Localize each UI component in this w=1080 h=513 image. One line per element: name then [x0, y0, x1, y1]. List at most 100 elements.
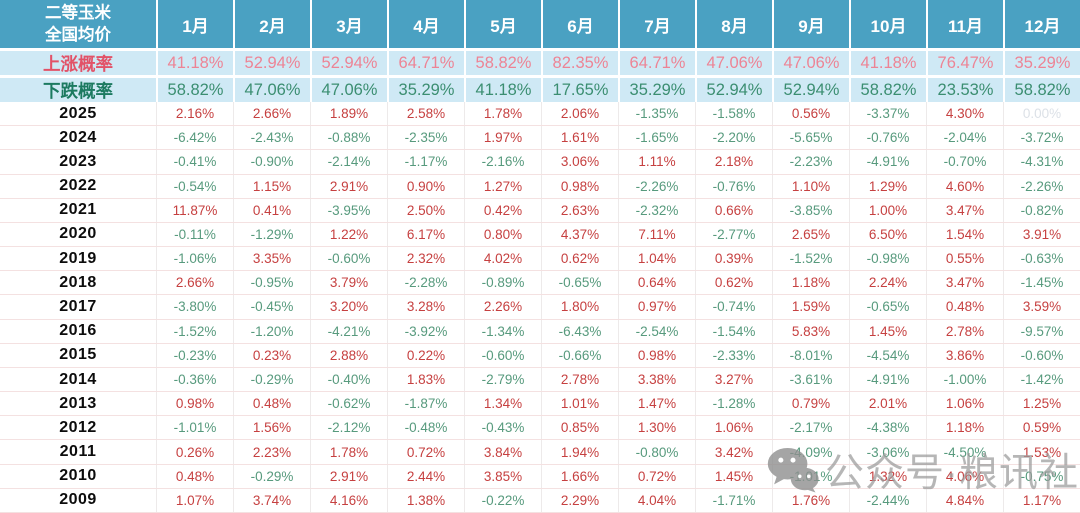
cell-2013-m3: -0.62%: [310, 392, 387, 416]
cell-2018-m4: -2.28%: [387, 271, 464, 295]
down-probability-value-7: 35.29%: [618, 78, 695, 103]
cell-2015-m6: -0.66%: [541, 343, 618, 367]
cell-2025-m11: 4.30%: [926, 102, 1003, 126]
cell-2014-m2: -0.29%: [233, 367, 310, 392]
cell-2025-m2: 2.66%: [233, 102, 310, 126]
cell-2018-m10: 2.24%: [849, 271, 926, 295]
cell-2017-m4: 3.28%: [387, 295, 464, 319]
table-header-row: 二等玉米 全国均价 1月 2月 3月 4月 5月 6月 7月 8月 9月 10月 11月 12月: [0, 0, 1080, 48]
cell-2014-m9: -3.61%: [772, 367, 849, 392]
cell-2009-m8: -1.71%: [695, 488, 772, 512]
cell-2025-m9: 0.56%: [772, 102, 849, 126]
cell-2022-m4: 0.90%: [387, 174, 464, 198]
cell-2022-m10: 1.29%: [849, 174, 926, 198]
cell-2014-m1: -0.36%: [156, 367, 233, 392]
up-probability-value-8: 47.06%: [695, 51, 772, 76]
cell-2017-m12: 3.59%: [1003, 295, 1080, 319]
up-probability-label: 上涨概率: [43, 54, 113, 74]
down-probability-value-12: 58.82%: [1003, 78, 1080, 103]
cell-2009-m10: -2.44%: [849, 488, 926, 512]
cell-2009-m7: 4.04%: [618, 488, 695, 512]
cell-2020-m11: 1.54%: [926, 222, 1003, 247]
cell-2021-m7: -2.32%: [618, 198, 695, 222]
cell-2011-m8: 3.42%: [695, 440, 772, 464]
up-probability-value-7: 64.71%: [618, 51, 695, 76]
cell-2011-m9: -4.09%: [772, 440, 849, 464]
cell-2019-m11: 0.55%: [926, 247, 1003, 271]
year-label-2024: 2024: [59, 128, 97, 146]
cell-2012-m6: 0.85%: [541, 416, 618, 440]
cell-2022-m11: 4.60%: [926, 174, 1003, 198]
cell-2017-m10: -0.65%: [849, 295, 926, 319]
cell-2019-m3: -0.60%: [310, 247, 387, 271]
month-header-9: 9月: [772, 0, 849, 48]
year-row-2016: 2016 -1.52% -1.20% -4.21% -3.92% -1.34% -6.43%…: [0, 319, 1080, 344]
cell-2010-m4: 2.44%: [387, 464, 464, 488]
year-row-2013: 2013 0.98% 0.48% -0.62% -1.87% 1.34% 1.01% 1.47…: [0, 392, 1080, 417]
cell-2019-m12: -0.63%: [1003, 247, 1080, 271]
up-probability-value-12: 35.29%: [1003, 51, 1080, 76]
cell-2019-m10: -0.98%: [849, 247, 926, 271]
cell-2023-m2: -0.90%: [233, 150, 310, 174]
cell-2014-m3: -0.40%: [310, 367, 387, 392]
cell-2015-m12: -0.60%: [1003, 343, 1080, 367]
cell-2015-m1: -0.23%: [156, 343, 233, 367]
table-corner-header: 二等玉米 全国均价: [0, 0, 156, 48]
year-row-2012: 2012 -1.01% 1.56% -2.12% -0.48% -0.43% 0.85% 1.…: [0, 416, 1080, 441]
year-row-2017: 2017 -3.80% -0.45% 3.20% 3.28% 2.26% 1.80% 0.97…: [0, 295, 1080, 320]
cell-2016-m1: -1.52%: [156, 319, 233, 343]
cell-2014-m12: -1.42%: [1003, 367, 1080, 392]
year-label-2018: 2018: [59, 273, 97, 291]
cell-2020-m4: 6.17%: [387, 222, 464, 247]
year-label-2023: 2023: [59, 152, 97, 170]
cell-2020-m5: 0.80%: [464, 222, 541, 247]
cell-2011-m6: 1.94%: [541, 440, 618, 464]
cell-2018-m1: 2.66%: [156, 271, 233, 295]
cell-2023-m9: -2.23%: [772, 150, 849, 174]
cell-2013-m8: -1.28%: [695, 392, 772, 416]
cell-2021-m8: 0.66%: [695, 198, 772, 222]
cell-2018-m5: -0.89%: [464, 271, 541, 295]
cell-2023-m12: -4.31%: [1003, 150, 1080, 174]
cell-2017-m5: 2.26%: [464, 295, 541, 319]
cell-2020-m9: 2.65%: [772, 222, 849, 247]
month-header-8: 8月: [695, 0, 772, 48]
cell-2020-m10: 6.50%: [849, 222, 926, 247]
cell-2013-m12: 1.25%: [1003, 392, 1080, 416]
cell-2015-m8: -2.33%: [695, 343, 772, 367]
year-label-2025: 2025: [59, 104, 97, 122]
cell-2014-m7: 3.38%: [618, 367, 695, 392]
cell-2012-m5: -0.43%: [464, 416, 541, 440]
cell-2016-m10: 1.45%: [849, 319, 926, 343]
cell-2021-m2: 0.41%: [233, 198, 310, 222]
cell-2017-m9: 1.59%: [772, 295, 849, 319]
year-label-2019: 2019: [59, 249, 97, 267]
cell-2016-m8: -1.54%: [695, 319, 772, 343]
month-header-12: 12月: [1003, 0, 1080, 48]
cell-2018-m6: -0.65%: [541, 271, 618, 295]
cell-2012-m2: 1.56%: [233, 416, 310, 440]
cell-2016-m12: -9.57%: [1003, 319, 1080, 343]
down-probability-value-5: 41.18%: [464, 78, 541, 103]
up-probability-value-3: 52.94%: [310, 51, 387, 76]
cell-2020-m8: -2.77%: [695, 222, 772, 247]
cell-2010-m5: 3.85%: [464, 464, 541, 488]
cell-2015-m10: -4.54%: [849, 343, 926, 367]
cell-2021-m12: -0.82%: [1003, 198, 1080, 222]
month-header-3: 3月: [310, 0, 387, 48]
cell-2024-m6: 1.61%: [541, 126, 618, 150]
cell-2019-m5: 4.02%: [464, 247, 541, 271]
month-header-11: 11月: [926, 0, 1003, 48]
cell-2014-m10: -4.91%: [849, 367, 926, 392]
cell-2009-m5: -0.22%: [464, 488, 541, 512]
cell-2012-m10: -4.38%: [849, 416, 926, 440]
year-label-2015: 2015: [59, 346, 97, 364]
cell-2020-m1: -0.11%: [156, 222, 233, 247]
year-label-2010: 2010: [59, 467, 97, 485]
cell-2020-m12: 3.91%: [1003, 222, 1080, 247]
month-header-5: 5月: [464, 0, 541, 48]
cell-2023-m8: 2.18%: [695, 150, 772, 174]
year-row-2009: 2009 1.07% 3.74% 4.16% 1.38% -0.22% 2.29% 4.04%…: [0, 488, 1080, 513]
month-header-4: 4月: [387, 0, 464, 48]
down-probability-value-11: 23.53%: [926, 78, 1003, 103]
